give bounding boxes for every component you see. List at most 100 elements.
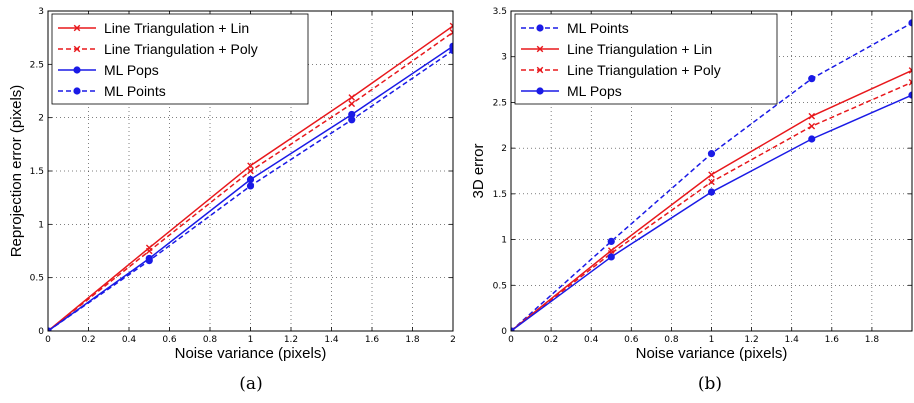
legend-item: ML Pops xyxy=(58,62,159,78)
data-point-ml-pops xyxy=(607,253,615,261)
data-point-line-triangulation-poly xyxy=(145,247,153,255)
data-point-ml-points xyxy=(449,46,453,55)
legend-label: Line Triangulation + Lin xyxy=(567,41,712,57)
data-point-ml-points xyxy=(145,257,153,265)
data-point-ml-points xyxy=(246,182,255,190)
x-tick-label: 1.2 xyxy=(284,335,298,345)
legend-box xyxy=(51,13,309,105)
data-point-ml-points xyxy=(348,116,356,124)
series-group xyxy=(48,22,453,331)
data-point-ml-points xyxy=(48,327,52,331)
x-tick-label: 1 xyxy=(709,335,715,345)
legend-marker xyxy=(73,45,81,53)
data-point-ml-pops xyxy=(707,188,716,196)
legend-label: ML Points xyxy=(104,83,166,99)
x-axis-label: Noise variance (pixels) xyxy=(175,345,327,362)
y-axis-label: 3D error xyxy=(470,143,487,198)
data-point-line-triangulation-poly xyxy=(247,167,254,175)
y-tick-label: 1 xyxy=(501,236,507,246)
x-tick-label: 1.8 xyxy=(405,335,420,345)
data-point-ml-points xyxy=(607,237,615,245)
legend: ML Points Line Triangulation + Lin Line Tr… xyxy=(514,13,778,105)
x-tick-label: 1.8 xyxy=(865,335,880,345)
data-point-ml-pops xyxy=(908,91,912,99)
legend-item: ML Pops xyxy=(521,83,622,99)
y-tick-label: 2.5 xyxy=(493,98,507,108)
y-tick-label: 2.5 xyxy=(30,60,44,70)
y-axis-label: Reprojection error (pixels) xyxy=(8,85,25,258)
axes-frame xyxy=(47,10,454,332)
x-axis-label: Noise variance (pixels) xyxy=(636,345,788,362)
legend-marker xyxy=(73,66,81,74)
x-tick-label: 0.6 xyxy=(624,335,639,345)
x-tick-label: 1.4 xyxy=(324,335,339,345)
data-point-line-triangulation-lin xyxy=(449,22,453,30)
legend-label: ML Points xyxy=(567,20,629,36)
y-tick-label: 2 xyxy=(38,114,44,124)
y-tick-label: 0.5 xyxy=(493,281,507,291)
data-point-ml-pops xyxy=(348,110,356,119)
axes-frame xyxy=(510,10,913,332)
y-tick-label: 1.5 xyxy=(493,190,507,200)
series-group xyxy=(511,19,912,331)
x-tick-label: 0.2 xyxy=(81,335,95,345)
legend-marker xyxy=(73,24,81,32)
data-point-line-triangulation-poly xyxy=(908,79,912,86)
legend-item: ML Points xyxy=(521,20,629,36)
legend-item: Line Triangulation + Poly xyxy=(521,62,721,78)
x-tick-label: 0.6 xyxy=(162,335,177,345)
y-tick-label: 3.5 xyxy=(493,7,507,17)
x-tick-label: 0.4 xyxy=(584,335,599,345)
legend-item: Line Triangulation + Lin xyxy=(521,41,712,57)
panel-caption: (b) xyxy=(698,374,722,394)
y-tick-label: 2 xyxy=(501,144,507,154)
data-point-ml-points xyxy=(707,150,716,158)
y-tick-label: 3 xyxy=(38,7,44,17)
legend-box xyxy=(514,13,778,105)
y-tick-label: 0 xyxy=(501,327,507,337)
y-tick-label: 0.5 xyxy=(30,274,44,284)
panel-caption: (a) xyxy=(239,374,262,394)
y-tick-label: 3 xyxy=(501,53,507,63)
data-point-line-triangulation-lin xyxy=(908,67,912,74)
legend-label: ML Pops xyxy=(567,83,622,99)
x-tick-label: 2 xyxy=(450,335,456,345)
y-tick-label: 1.5 xyxy=(30,167,44,177)
data-point-line-triangulation-poly xyxy=(449,29,453,36)
chart-panel-2: 0 0.2 0.4 0.6 0.8 1 1.2 1.4 1.6 1.8 0 0.5 1 1.5 2 2.5 3 3… xyxy=(470,7,913,394)
x-tick-label: 1.2 xyxy=(744,335,758,345)
data-point-line-triangulation-lin xyxy=(247,162,254,169)
x-tick-label: 0.8 xyxy=(203,335,218,345)
x-tick-label: 1 xyxy=(248,335,254,345)
legend-label: Line Triangulation + Lin xyxy=(104,20,249,36)
data-point-line-triangulation-lin xyxy=(808,112,816,120)
x-tick-label: 0.2 xyxy=(544,335,558,345)
x-tick-label: 1.6 xyxy=(825,335,840,345)
legend: Line Triangulation + Lin Line Triangulati… xyxy=(51,13,309,105)
legend-marker xyxy=(536,87,544,95)
legend-item: Line Triangulation + Poly xyxy=(58,41,258,57)
data-point-ml-pops xyxy=(511,327,515,331)
x-tick-label: 0 xyxy=(508,335,514,345)
x-tick-label: 1.4 xyxy=(785,335,800,345)
legend-marker xyxy=(536,24,544,32)
legend-marker xyxy=(73,87,81,95)
legend-item: ML Points xyxy=(58,83,166,99)
data-point-ml-pops xyxy=(808,135,816,143)
x-tick-label: 1.6 xyxy=(365,335,380,345)
legend-label: ML Pops xyxy=(104,62,159,78)
data-point-line-triangulation-lin xyxy=(348,94,356,101)
data-point-ml-pops xyxy=(246,175,255,184)
x-tick-label: 0.4 xyxy=(122,335,137,345)
data-point-ml-points xyxy=(908,19,912,27)
x-tick-label: 0 xyxy=(45,335,51,345)
legend-item: Line Triangulation + Lin xyxy=(58,20,249,36)
x-tick-label: 0.8 xyxy=(664,335,679,345)
y-tick-label: 0 xyxy=(38,327,44,337)
legend-marker xyxy=(536,66,544,74)
chart-panel-1: 0 0.2 0.4 0.6 0.8 1 1.2 1.4 1.6 1.8 2 0 0.5 1 1.5 2 2.5 3… xyxy=(8,7,456,394)
data-point-line-triangulation-poly xyxy=(808,122,816,130)
data-point-line-triangulation-poly xyxy=(348,100,356,108)
data-point-line-triangulation-lin xyxy=(708,171,715,178)
